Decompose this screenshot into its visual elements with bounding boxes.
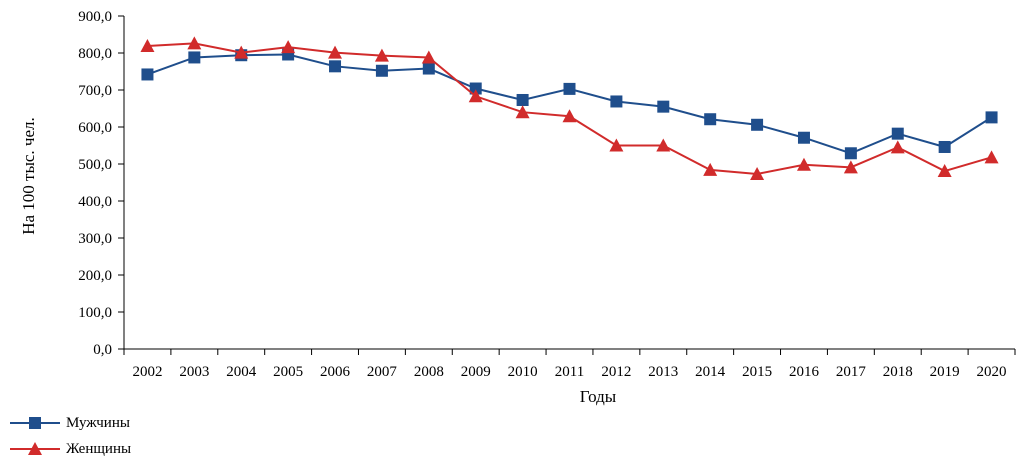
chart-series [140,36,999,180]
y-tick-label: 400,0 [78,194,112,210]
chart-legend: Мужчины Женщины [10,410,131,462]
y-axis-title: На 100 тыс. чел. [19,117,38,235]
legend-label-women: Женщины [66,440,132,457]
x-tick-label: 2006 [320,364,351,380]
data-point-square [751,118,764,131]
data-point-triangle [515,105,530,119]
data-point-triangle [890,140,905,154]
data-point-triangle [656,138,671,152]
data-point-square [657,100,670,113]
data-point-square [844,147,857,160]
y-tick-label: 700,0 [78,83,112,99]
data-point-square [141,68,154,81]
x-tick-label: 2002 [132,364,162,380]
data-point-triangle [984,150,999,164]
legend-item-men: Мужчины [10,410,131,436]
data-point-triangle [468,89,483,103]
data-point-triangle [140,38,155,52]
x-tick-label: 2011 [555,364,584,380]
y-tick-label: 800,0 [78,46,112,62]
series-women [140,36,999,180]
data-point-square [422,62,435,75]
y-tick-label: 100,0 [78,305,112,321]
data-point-triangle [562,109,577,123]
y-tick-label: 0,0 [93,342,112,358]
data-point-triangle [750,166,765,180]
data-point-square [704,113,717,126]
data-point-square [563,82,576,95]
y-axis-ticks: 0,0 100,0 200,0 300,0 400,0 500,0 600,0 700,0 80… [78,9,124,358]
x-tick-label: 2004 [226,364,257,380]
y-tick-label: 200,0 [78,268,112,284]
x-tick-label: 2007 [367,364,398,380]
x-tick-label: 2005 [273,364,303,380]
data-point-square [375,64,388,77]
series-line [147,42,992,175]
data-point-triangle [328,45,343,59]
legend-item-women: Женщины [10,436,131,462]
data-point-triangle [796,157,811,171]
data-point-triangle [843,160,858,174]
y-tick-label: 500,0 [78,157,112,173]
data-point-square [610,95,623,108]
legend-swatch-men [10,417,60,429]
x-tick-label: 2017 [836,364,867,380]
data-point-square [797,131,810,144]
x-tick-label: 2014 [695,364,726,380]
data-point-square [469,82,482,95]
data-point-square [516,93,529,106]
data-point-square [188,51,201,64]
x-tick-label: 2016 [789,364,820,380]
x-tick-label: 2019 [930,364,960,380]
x-tick-label: 2015 [742,364,772,380]
series-men [141,48,998,160]
x-tick-label: 2012 [601,364,631,380]
data-point-square [329,60,342,73]
legend-swatch-women [10,442,60,455]
y-tick-label: 600,0 [78,120,112,136]
x-tick-label: 2003 [179,364,209,380]
x-tick-label: 2009 [461,364,491,380]
data-point-triangle [609,138,624,152]
y-tick-label: 900,0 [78,9,112,25]
data-point-triangle [187,36,202,50]
data-point-triangle [234,45,249,59]
legend-label-men: Мужчины [66,414,130,431]
series-line [147,53,993,155]
x-axis-ticks: 2002 2003 2004 2005 2006 2007 2008 2009 2010 2011… [123,349,1016,380]
data-point-square [985,111,998,124]
x-axis-title: Годы [580,387,617,406]
x-tick-label: 2008 [414,364,444,380]
x-tick-label: 2020 [977,364,1007,380]
data-point-square [938,140,951,153]
data-point-triangle [937,164,952,178]
data-point-triangle [374,48,389,62]
x-tick-label: 2013 [648,364,678,380]
y-tick-label: 300,0 [78,231,112,247]
data-point-triangle [421,50,436,64]
chart-axes [123,16,1015,350]
data-point-triangle [281,40,296,54]
data-point-square [891,127,904,140]
x-tick-label: 2018 [883,364,913,380]
x-tick-label: 2010 [508,364,538,380]
line-chart: 0,0 100,0 200,0 300,0 400,0 500,0 600,0 700,0 80… [19,9,1016,406]
data-point-triangle [703,162,718,176]
